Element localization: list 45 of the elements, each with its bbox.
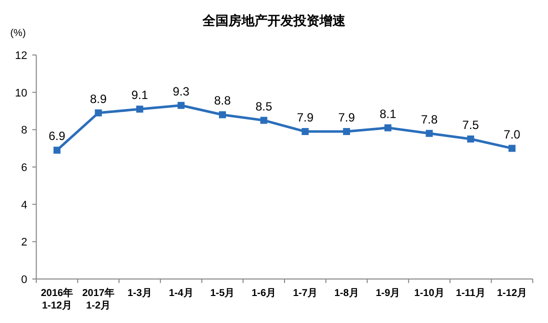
point [467, 136, 474, 142]
xtick: 1-10月 [414, 288, 444, 299]
point [384, 124, 392, 132]
label: 6.9 [48, 129, 66, 144]
point [94, 109, 102, 116]
xtick: 1-5月 [210, 288, 235, 299]
label: 8.9 [90, 92, 107, 106]
label: 8.5 [255, 99, 272, 114]
xtick: 1-4月 [168, 288, 194, 299]
xtick: 1-11月 [456, 288, 486, 299]
ytick: 0 [21, 274, 28, 286]
point [426, 130, 433, 137]
label: 7.8 [420, 112, 438, 126]
point [136, 106, 144, 113]
xtick: 1-9月 [376, 288, 400, 299]
xtick: 1-3月 [128, 288, 152, 299]
label: 8.8 [214, 94, 231, 108]
label: 9.1 [131, 88, 148, 102]
point [343, 128, 350, 136]
ytick: 4 [21, 199, 28, 212]
ytick: 2 [21, 236, 28, 249]
ytick: 12 [15, 50, 28, 62]
point [218, 111, 226, 118]
ytick: 6 [21, 162, 28, 174]
title: 全国房地产开发投资增速 [202, 13, 346, 28]
xtick: 1-7月 [292, 288, 318, 299]
point [260, 116, 268, 124]
ylabel: (%) [10, 28, 26, 39]
ytick: 8 [21, 124, 28, 137]
point [302, 128, 309, 136]
point [53, 146, 60, 154]
label: 7.5 [462, 118, 479, 132]
label: 7.9 [338, 110, 355, 125]
xtick: 2016年 1-12月 [40, 288, 74, 312]
ytick: 10 [15, 87, 28, 100]
label: 7.9 [296, 110, 314, 125]
point [508, 144, 516, 152]
xtick: 2017年 1-2月 [82, 288, 114, 312]
xtick: 1-12月 [497, 288, 528, 299]
label: 9.3 [172, 84, 190, 98]
xtick: 1-8月 [334, 288, 359, 299]
label: 8.1 [380, 106, 396, 121]
xtick: 1-6月 [252, 288, 276, 299]
point [178, 102, 185, 109]
label: 7.0 [504, 127, 520, 142]
